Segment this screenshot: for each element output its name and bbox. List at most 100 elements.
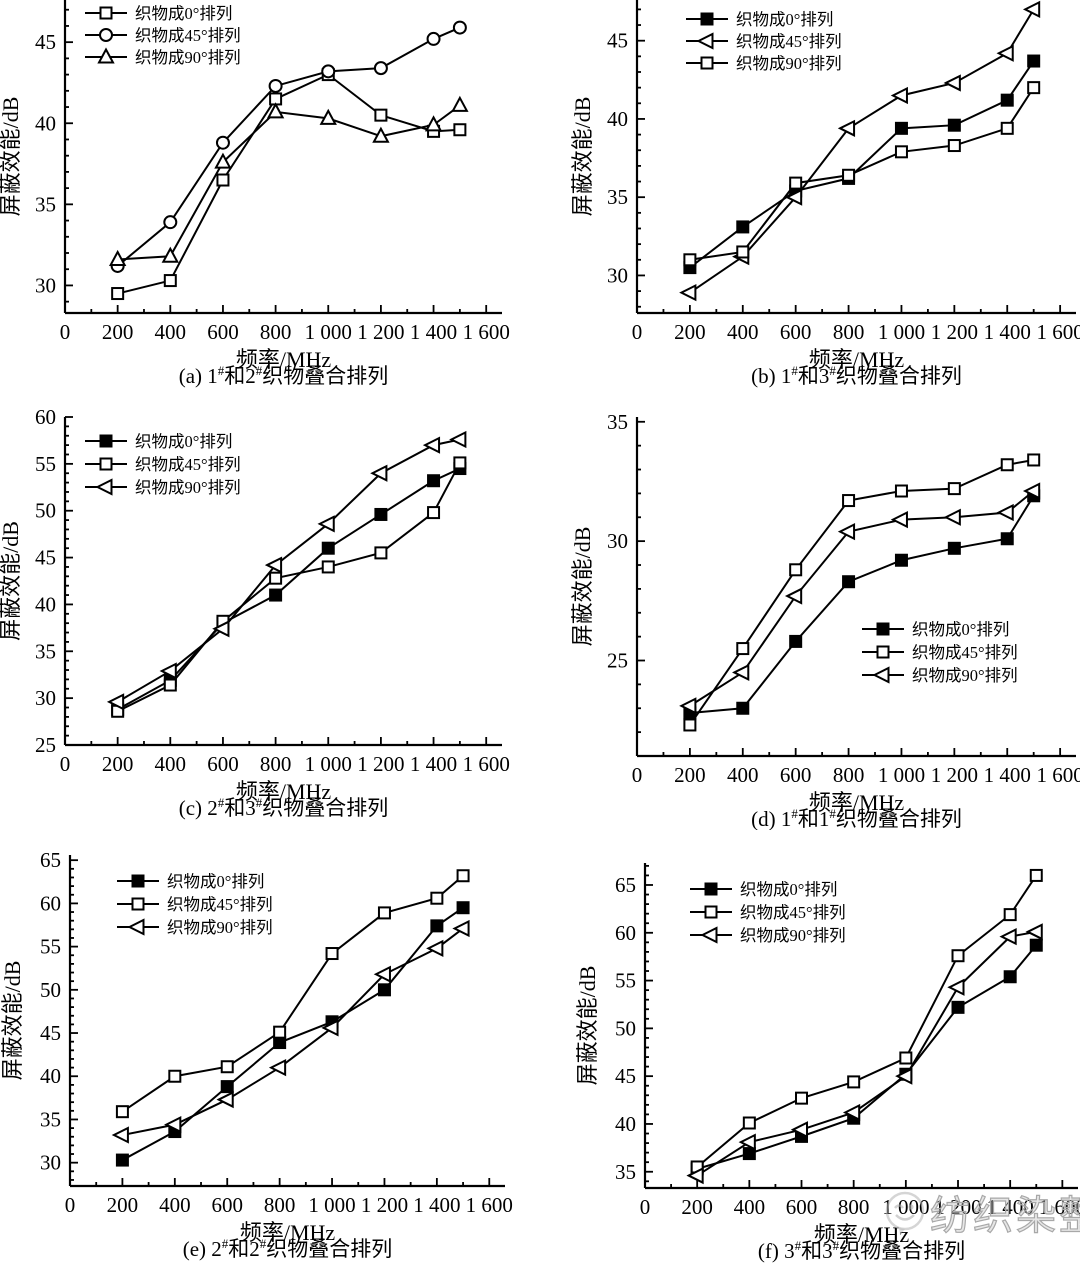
chart-c-xlabel: 频率/MHz (236, 779, 332, 804)
data-point-marker (736, 701, 750, 715)
chart-a-series-2 (108, 95, 469, 266)
x-tick-label: 600 (207, 752, 239, 776)
chart-d-ylabel: 屏蔽效能/dB (570, 527, 595, 647)
chart-e-ylabel: 屏蔽效能/dB (0, 961, 25, 1081)
legend-marker (876, 645, 890, 659)
chart-e-caption: (e) 2#和2#织物叠合排列 (183, 1236, 393, 1261)
legend-label: 织物成45°排列 (167, 895, 273, 914)
y-tick-label: 60 (40, 891, 61, 915)
data-point-marker (996, 44, 1014, 62)
chart-a: 0 200 400 600 800 1 000 1 200 1 400 1 600 30 35 40 4… (0, 0, 540, 400)
y-tick-label: 35 (35, 639, 56, 663)
y-tick-label: 40 (40, 1064, 61, 1088)
data-point-marker (321, 560, 335, 574)
x-tick-label: 200 (681, 1195, 713, 1219)
legend-label: 织物成90°排列 (135, 478, 241, 497)
chart-d: 0 200 400 600 800 1 000 1 200 1 400 1 600 25 30 35 织… (540, 400, 1080, 831)
data-point-marker (273, 1036, 287, 1050)
x-tick-label: 200 (674, 763, 706, 787)
data-point-marker (842, 1103, 861, 1122)
chart-f-caption: (f) 3#和3#织物叠合排列 (758, 1238, 965, 1263)
data-point-marker (1027, 453, 1041, 467)
x-tick-label: 1 000 (878, 763, 925, 787)
data-point-marker (784, 587, 803, 605)
data-point-marker (837, 522, 856, 541)
legend-marker (700, 926, 718, 944)
chart-b-ytick-labels: 30 35 40 45 (607, 29, 628, 288)
legend-item-0: 织物成0°排列 (85, 432, 232, 451)
y-tick-label: 45 (615, 1064, 636, 1088)
chart-e-series-1 (115, 869, 470, 1119)
legend-label: 织物成0°排列 (736, 10, 833, 29)
x-tick-label: 1 000 (882, 1195, 929, 1219)
data-point-marker (321, 541, 335, 555)
data-point-marker (266, 102, 285, 119)
series-line (689, 60, 1035, 269)
x-tick-label: 1 000 (305, 752, 352, 776)
x-tick-label: 800 (833, 763, 865, 787)
chart-c: 0 200 400 600 800 1 000 1 200 1 400 1 600 25 30 35 4… (0, 400, 540, 830)
data-point-marker (894, 121, 908, 135)
data-point-marker (943, 74, 961, 92)
data-point-marker (325, 947, 339, 961)
x-tick-label: 400 (734, 1195, 766, 1219)
x-tick-label: 1 400 (410, 320, 457, 344)
y-tick-label: 45 (40, 1021, 61, 1045)
data-point-marker (1003, 908, 1017, 922)
data-point-marker (842, 494, 856, 508)
legend-item-2: 织物成90°排列 (862, 666, 1018, 685)
legend-marker (95, 478, 113, 496)
data-point-marker (115, 1153, 129, 1167)
legend-item-1: 织物成45°排列 (686, 32, 842, 51)
y-tick-label: 25 (607, 649, 628, 673)
legend-label: 织物成90°排列 (912, 666, 1018, 685)
chart-b-xlabel: 频率/MHz (809, 347, 905, 372)
data-point-marker (951, 1000, 965, 1014)
series-line (689, 87, 1035, 261)
data-point-marker (452, 20, 467, 35)
y-tick-label: 50 (35, 499, 56, 523)
data-point-marker (430, 919, 444, 933)
chart-a-axes (63, 0, 502, 315)
legend-item-2: 织物成90°排列 (85, 478, 241, 497)
data-point-marker (456, 869, 470, 883)
data-point-marker (268, 78, 283, 93)
data-point-marker (319, 108, 337, 125)
chart-d-ticks (637, 420, 1062, 757)
y-tick-label: 35 (607, 185, 628, 209)
data-point-marker (216, 173, 230, 187)
legend-marker (99, 457, 113, 471)
data-point-marker (890, 511, 908, 529)
x-tick-label: 1 600 (1039, 1195, 1080, 1219)
x-tick-label: 200 (107, 1193, 139, 1217)
x-tick-label: 600 (786, 1195, 818, 1219)
data-point-marker (321, 64, 336, 79)
data-point-marker (736, 220, 750, 234)
chart-d-xtick-labels: 0 200 400 600 800 1 000 1 200 1 400 1 600 (632, 763, 1080, 787)
legend-item-2: 织物成90°排列 (85, 47, 241, 67)
chart-e-xlabel: 频率/MHz (240, 1220, 336, 1245)
data-point-marker (1025, 923, 1043, 941)
legend-item-0: 织物成0°排列 (85, 4, 232, 23)
data-point-marker (453, 456, 467, 470)
data-point-marker (377, 906, 391, 920)
data-point-marker (899, 1051, 913, 1065)
data-point-marker (269, 588, 283, 602)
data-point-marker (895, 1067, 913, 1085)
data-point-marker (1003, 970, 1017, 984)
x-tick-label: 1 200 (931, 763, 978, 787)
chart-b-series-0 (683, 54, 1041, 275)
data-point-marker (790, 1121, 809, 1139)
legend-item-0: 织物成0°排列 (117, 872, 264, 891)
data-point-marker (453, 123, 467, 137)
data-point-marker (1000, 532, 1014, 546)
data-point-marker (847, 1075, 861, 1089)
legend-marker (696, 32, 714, 50)
x-tick-label: 400 (159, 1193, 191, 1217)
chart-c-ytick-labels: 25 30 35 40 45 50 55 60 (35, 405, 56, 757)
x-tick-label: 1 200 (934, 1195, 981, 1219)
data-point-marker (784, 188, 803, 206)
